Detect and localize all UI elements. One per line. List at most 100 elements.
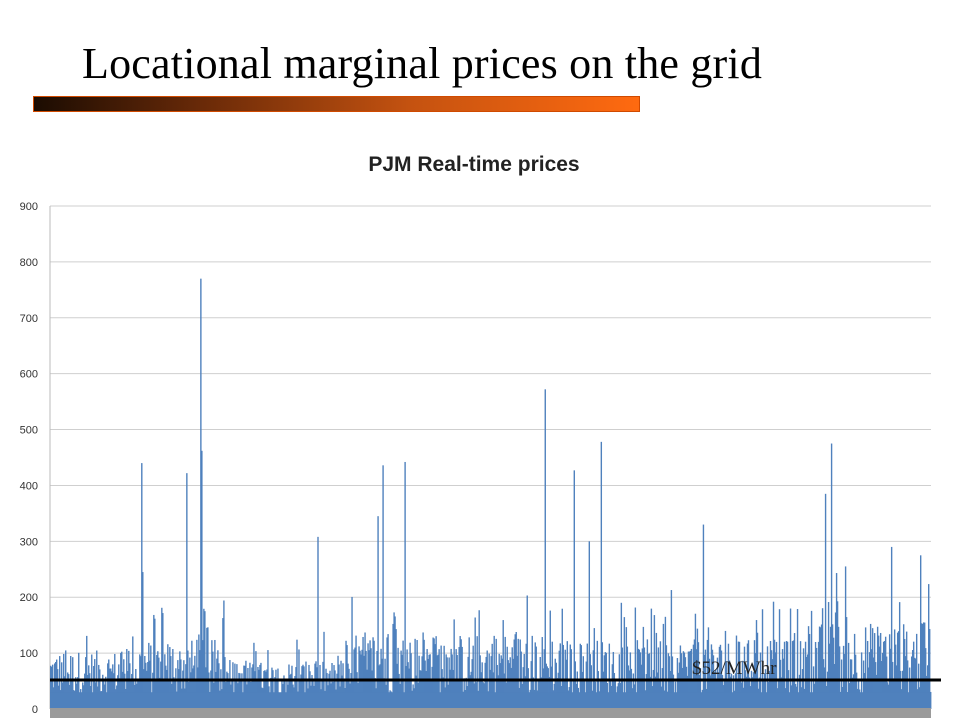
price-bar [249, 662, 251, 709]
price-bar [828, 643, 831, 709]
price-bar [162, 613, 164, 709]
price-bar [793, 633, 796, 709]
price-bar [158, 657, 160, 709]
price-bar [739, 673, 742, 709]
price-bar [123, 659, 125, 709]
price-bar [372, 637, 374, 709]
price-bar [806, 654, 809, 709]
price-bar [656, 672, 659, 709]
price-bar [514, 634, 516, 709]
price-bar [725, 661, 728, 709]
price-bar [550, 666, 552, 709]
price-bar [252, 664, 254, 709]
price-bar [921, 623, 924, 709]
price-bar [272, 670, 274, 709]
price-bar [461, 646, 463, 709]
price-bar [207, 627, 209, 709]
y-tick-label: 200 [20, 592, 38, 604]
price-bar [755, 620, 758, 709]
price-bar [593, 628, 596, 709]
price-bar [156, 654, 158, 709]
price-bar [676, 658, 679, 709]
price-bar [182, 670, 184, 709]
price-bar [569, 644, 571, 709]
price-bar [517, 638, 519, 709]
price-bar [192, 668, 194, 709]
price-bar [70, 655, 72, 709]
price-bar [702, 524, 705, 709]
price-bar [356, 672, 358, 709]
price-bar [822, 659, 825, 709]
price-bar [670, 590, 673, 709]
price-bar [534, 642, 536, 709]
price-bar [863, 673, 866, 709]
price-bar [414, 638, 416, 709]
price-bar [730, 673, 733, 709]
price-bar [241, 673, 243, 709]
price-bar [530, 661, 532, 709]
price-bar [387, 634, 389, 709]
price-bar [291, 665, 293, 709]
price-bar [247, 668, 249, 709]
price-bar [613, 672, 616, 709]
price-bar [708, 658, 711, 709]
price-bar [547, 668, 549, 709]
price-bar [891, 661, 894, 709]
price-bar [495, 638, 497, 709]
price-bar [218, 663, 220, 709]
price-bar [627, 665, 630, 709]
price-bar [854, 654, 857, 709]
price-bar [271, 667, 273, 709]
price-bar [340, 660, 342, 709]
price-bar [692, 644, 695, 709]
price-bar [323, 631, 325, 709]
price-bar [245, 660, 247, 709]
price-bar [582, 656, 584, 709]
price-bar [820, 624, 823, 709]
price-bar [51, 666, 53, 709]
price-bar [215, 671, 217, 709]
price-bar [510, 667, 512, 709]
price-bar [771, 659, 774, 709]
price-bar [161, 607, 163, 709]
price-bar [453, 619, 455, 709]
price-bar [650, 608, 653, 709]
price-bar [896, 632, 899, 709]
price-bar [497, 675, 499, 709]
price-bar [734, 673, 737, 709]
price-bar [847, 642, 850, 709]
price-bar [761, 609, 764, 709]
price-bar [696, 628, 699, 709]
price-bar [382, 465, 384, 709]
price-bar [289, 674, 291, 709]
x-axis-band [50, 708, 931, 718]
price-bar [562, 644, 564, 709]
price-bar [54, 663, 56, 709]
price-bar [239, 673, 241, 709]
price-bar [331, 663, 333, 709]
price-bar [458, 647, 460, 709]
price-bar [419, 670, 421, 709]
price-bar [750, 670, 753, 709]
price-bar [295, 667, 297, 709]
price-bar [535, 646, 537, 709]
price-bar [630, 668, 633, 709]
price-bar [428, 654, 430, 709]
price-bar [311, 675, 313, 709]
price-bar [878, 646, 881, 709]
price-bar [874, 662, 877, 709]
price-bar [919, 555, 922, 709]
price-bar [810, 610, 813, 709]
price-bar [338, 664, 340, 709]
price-bar [738, 641, 741, 709]
price-bar [345, 640, 347, 709]
price-bar [418, 655, 420, 709]
gridlines [49, 205, 931, 710]
price-bar [216, 658, 218, 709]
price-bar [489, 669, 491, 709]
price-bar [451, 654, 453, 709]
price-bar [509, 657, 511, 709]
price-bar [300, 674, 302, 709]
price-bar [379, 664, 381, 709]
price-bars [50, 278, 932, 709]
